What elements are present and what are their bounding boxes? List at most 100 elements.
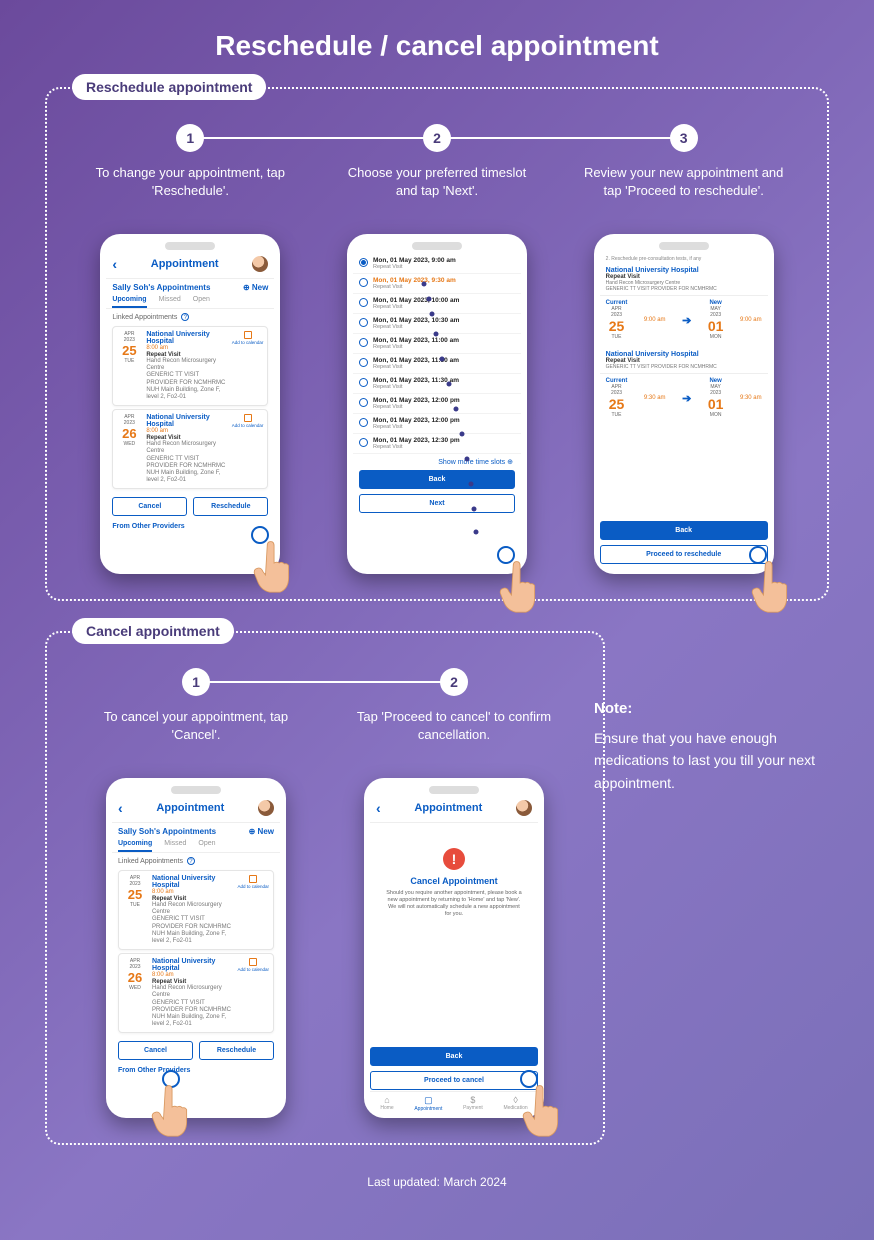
radio-icon[interactable] bbox=[359, 318, 368, 327]
appointment-card[interactable]: APR2023 25TUE National University Hospit… bbox=[118, 870, 274, 950]
radio-icon[interactable] bbox=[359, 418, 368, 427]
reschedule-button[interactable]: Reschedule bbox=[193, 497, 268, 516]
timeslot-row[interactable]: Mon, 01 May 2023, 10:30 am Repeat Visit bbox=[353, 314, 521, 334]
phone-reschedule-2: Mon, 01 May 2023, 9:00 am Repeat Visit M… bbox=[347, 234, 527, 574]
cancel-button[interactable]: Cancel bbox=[118, 1041, 193, 1060]
tab-missed[interactable]: Missed bbox=[164, 840, 186, 852]
next-button[interactable]: Next bbox=[359, 494, 515, 513]
current-new-row: Current APR2023 25TUE 9:30 am ➔ New MAY2… bbox=[600, 374, 768, 426]
date-block: APR2023 26WED bbox=[123, 958, 147, 1028]
back-button[interactable]: Back bbox=[359, 470, 515, 489]
date-block: APR2023 25TUE bbox=[117, 331, 141, 401]
back-button[interactable]: Back bbox=[370, 1047, 538, 1066]
timeslot-row[interactable]: Mon, 01 May 2023, 11:00 am Repeat Visit bbox=[353, 334, 521, 354]
phone-cancel-1: ‹ Appointment Sally Soh's Appointments ⊕… bbox=[106, 778, 286, 1118]
reschedule-button[interactable]: Reschedule bbox=[199, 1041, 274, 1060]
arrow-icon: ➔ bbox=[682, 314, 691, 327]
bottom-nav: ⌂Home ▢Appointment $Payment ◊Medication bbox=[370, 1091, 538, 1112]
avatar-icon[interactable] bbox=[516, 800, 532, 816]
phone-reschedule-3: 2. Reschedule pre-consultation tests, if… bbox=[594, 234, 774, 574]
radio-icon[interactable] bbox=[359, 258, 368, 267]
cancel-label: Cancel appointment bbox=[72, 618, 234, 644]
cancel-confirm-title: Cancel Appointment bbox=[370, 876, 538, 886]
owner-label: Sally Soh's Appointments bbox=[118, 827, 216, 836]
proceed-cancel-button[interactable]: Proceed to cancel bbox=[370, 1071, 538, 1090]
cancel-section: Cancel appointment 1 To cancel your appo… bbox=[45, 631, 605, 1145]
linked-label: Linked Appointments ? bbox=[106, 309, 274, 323]
cancel-button[interactable]: Cancel bbox=[112, 497, 187, 516]
appointment-card[interactable]: APR2023 26WED National University Hospit… bbox=[112, 409, 268, 489]
nav-home[interactable]: ⌂Home bbox=[380, 1095, 393, 1112]
avatar-icon[interactable] bbox=[258, 800, 274, 816]
step-3-circle: 3 bbox=[670, 124, 698, 152]
step-1-text: To change your appointment, tap 'Resched… bbox=[90, 164, 290, 219]
back-button[interactable]: Back bbox=[600, 521, 768, 540]
tab-upcoming[interactable]: Upcoming bbox=[118, 840, 152, 852]
cancel-step-2-text: Tap 'Proceed to cancel' to confirm cance… bbox=[354, 708, 554, 763]
radio-icon[interactable] bbox=[359, 338, 368, 347]
step-2-text: Choose your preferred timeslot and tap '… bbox=[337, 164, 537, 219]
footer: Last updated: March 2024 bbox=[45, 1175, 829, 1189]
note-title: Note: bbox=[594, 700, 824, 717]
arrow-icon: ➔ bbox=[682, 392, 691, 405]
date-block: APR2023 26WED bbox=[117, 414, 141, 484]
add-calendar[interactable]: Add to calendar bbox=[232, 414, 264, 484]
note-block: Note: Ensure that you have enough medica… bbox=[594, 700, 824, 794]
screen-title: Appointment bbox=[151, 258, 219, 270]
current-new-row: Current APR2023 25TUE 9:00 am ➔ New MAY2… bbox=[600, 296, 768, 348]
tab-missed[interactable]: Missed bbox=[159, 296, 181, 308]
from-other-label: From Other Providers bbox=[112, 1065, 280, 1076]
radio-icon[interactable] bbox=[359, 438, 368, 447]
radio-icon[interactable] bbox=[359, 298, 368, 307]
nav-medication[interactable]: ◊Medication bbox=[503, 1095, 527, 1112]
date-block: APR2023 25TUE bbox=[123, 875, 147, 945]
appointment-card[interactable]: APR2023 25TUE National University Hospit… bbox=[112, 326, 268, 406]
appointment-card[interactable]: APR2023 26WED National University Hospit… bbox=[118, 953, 274, 1033]
cancel-step-1-text: To cancel your appointment, tap 'Cancel'… bbox=[96, 708, 296, 763]
phone-cancel-2: ‹ Appointment ! Cancel Appointment Shoul… bbox=[364, 778, 544, 1118]
step-1-circle: 1 bbox=[176, 124, 204, 152]
radio-icon[interactable] bbox=[359, 398, 368, 407]
proceed-reschedule-button[interactable]: Proceed to reschedule bbox=[600, 545, 768, 564]
linked-label: Linked Appointments ? bbox=[112, 853, 280, 867]
cancel-confirm-msg: Should you require another appointment, … bbox=[370, 890, 538, 919]
page-title: Reschedule / cancel appointment bbox=[45, 30, 829, 62]
radio-icon[interactable] bbox=[359, 278, 368, 287]
new-button[interactable]: ⊕ New bbox=[243, 283, 268, 292]
new-button[interactable]: ⊕ New bbox=[249, 827, 274, 836]
screen-title: Appointment bbox=[156, 802, 224, 814]
nav-payment[interactable]: $Payment bbox=[463, 1095, 483, 1112]
timeslot-row[interactable]: Mon, 01 May 2023, 9:30 am Repeat Visit bbox=[353, 274, 521, 294]
reschedule-section: Reschedule appointment 1 To change your … bbox=[45, 87, 829, 601]
timeslot-row[interactable]: Mon, 01 May 2023, 12:30 pm Repeat Visit bbox=[353, 434, 521, 454]
timeslot-row[interactable]: Mon, 01 May 2023, 10:00 am Repeat Visit bbox=[353, 294, 521, 314]
tab-upcoming[interactable]: Upcoming bbox=[112, 296, 146, 308]
warning-icon: ! bbox=[443, 848, 465, 870]
add-calendar[interactable]: Add to calendar bbox=[232, 331, 264, 401]
review-pre: 2. Reschedule pre-consultation tests, if… bbox=[600, 254, 768, 264]
tab-open[interactable]: Open bbox=[193, 296, 210, 308]
show-more-link[interactable]: Show more time slots ⊕ bbox=[353, 454, 521, 470]
cancel-steps: 1 To cancel your appointment, tap 'Cance… bbox=[67, 668, 583, 763]
nav-appointment[interactable]: ▢Appointment bbox=[414, 1095, 442, 1112]
timeslot-row[interactable]: Mon, 01 May 2023, 9:00 am Repeat Visit bbox=[353, 254, 521, 274]
timeslot-row[interactable]: Mon, 01 May 2023, 12:00 pm Repeat Visit bbox=[353, 414, 521, 434]
avatar-icon[interactable] bbox=[252, 256, 268, 272]
review-hospital: National University Hospital bbox=[606, 267, 762, 274]
step-3-text: Review your new appointment and tap 'Pro… bbox=[584, 164, 784, 219]
cancel-step-1-circle: 1 bbox=[182, 668, 210, 696]
reschedule-steps: 1 To change your appointment, tap 'Resch… bbox=[67, 124, 807, 219]
reschedule-label: Reschedule appointment bbox=[72, 74, 266, 100]
timeslot-row[interactable]: Mon, 01 May 2023, 11:30 am Repeat Visit bbox=[353, 374, 521, 394]
radio-icon[interactable] bbox=[359, 378, 368, 387]
timeslot-row[interactable]: Mon, 01 May 2023, 12:00 pm Repeat Visit bbox=[353, 394, 521, 414]
screen-title: Appointment bbox=[414, 802, 482, 814]
add-calendar[interactable]: Add to calendar bbox=[237, 958, 269, 1028]
radio-icon[interactable] bbox=[359, 358, 368, 367]
back-icon[interactable]: ‹ bbox=[112, 256, 117, 272]
back-icon[interactable]: ‹ bbox=[376, 800, 381, 816]
add-calendar[interactable]: Add to calendar bbox=[237, 875, 269, 945]
timeslot-row[interactable]: Mon, 01 May 2023, 11:30 am Repeat Visit bbox=[353, 354, 521, 374]
back-icon[interactable]: ‹ bbox=[118, 800, 123, 816]
tab-open[interactable]: Open bbox=[198, 840, 215, 852]
